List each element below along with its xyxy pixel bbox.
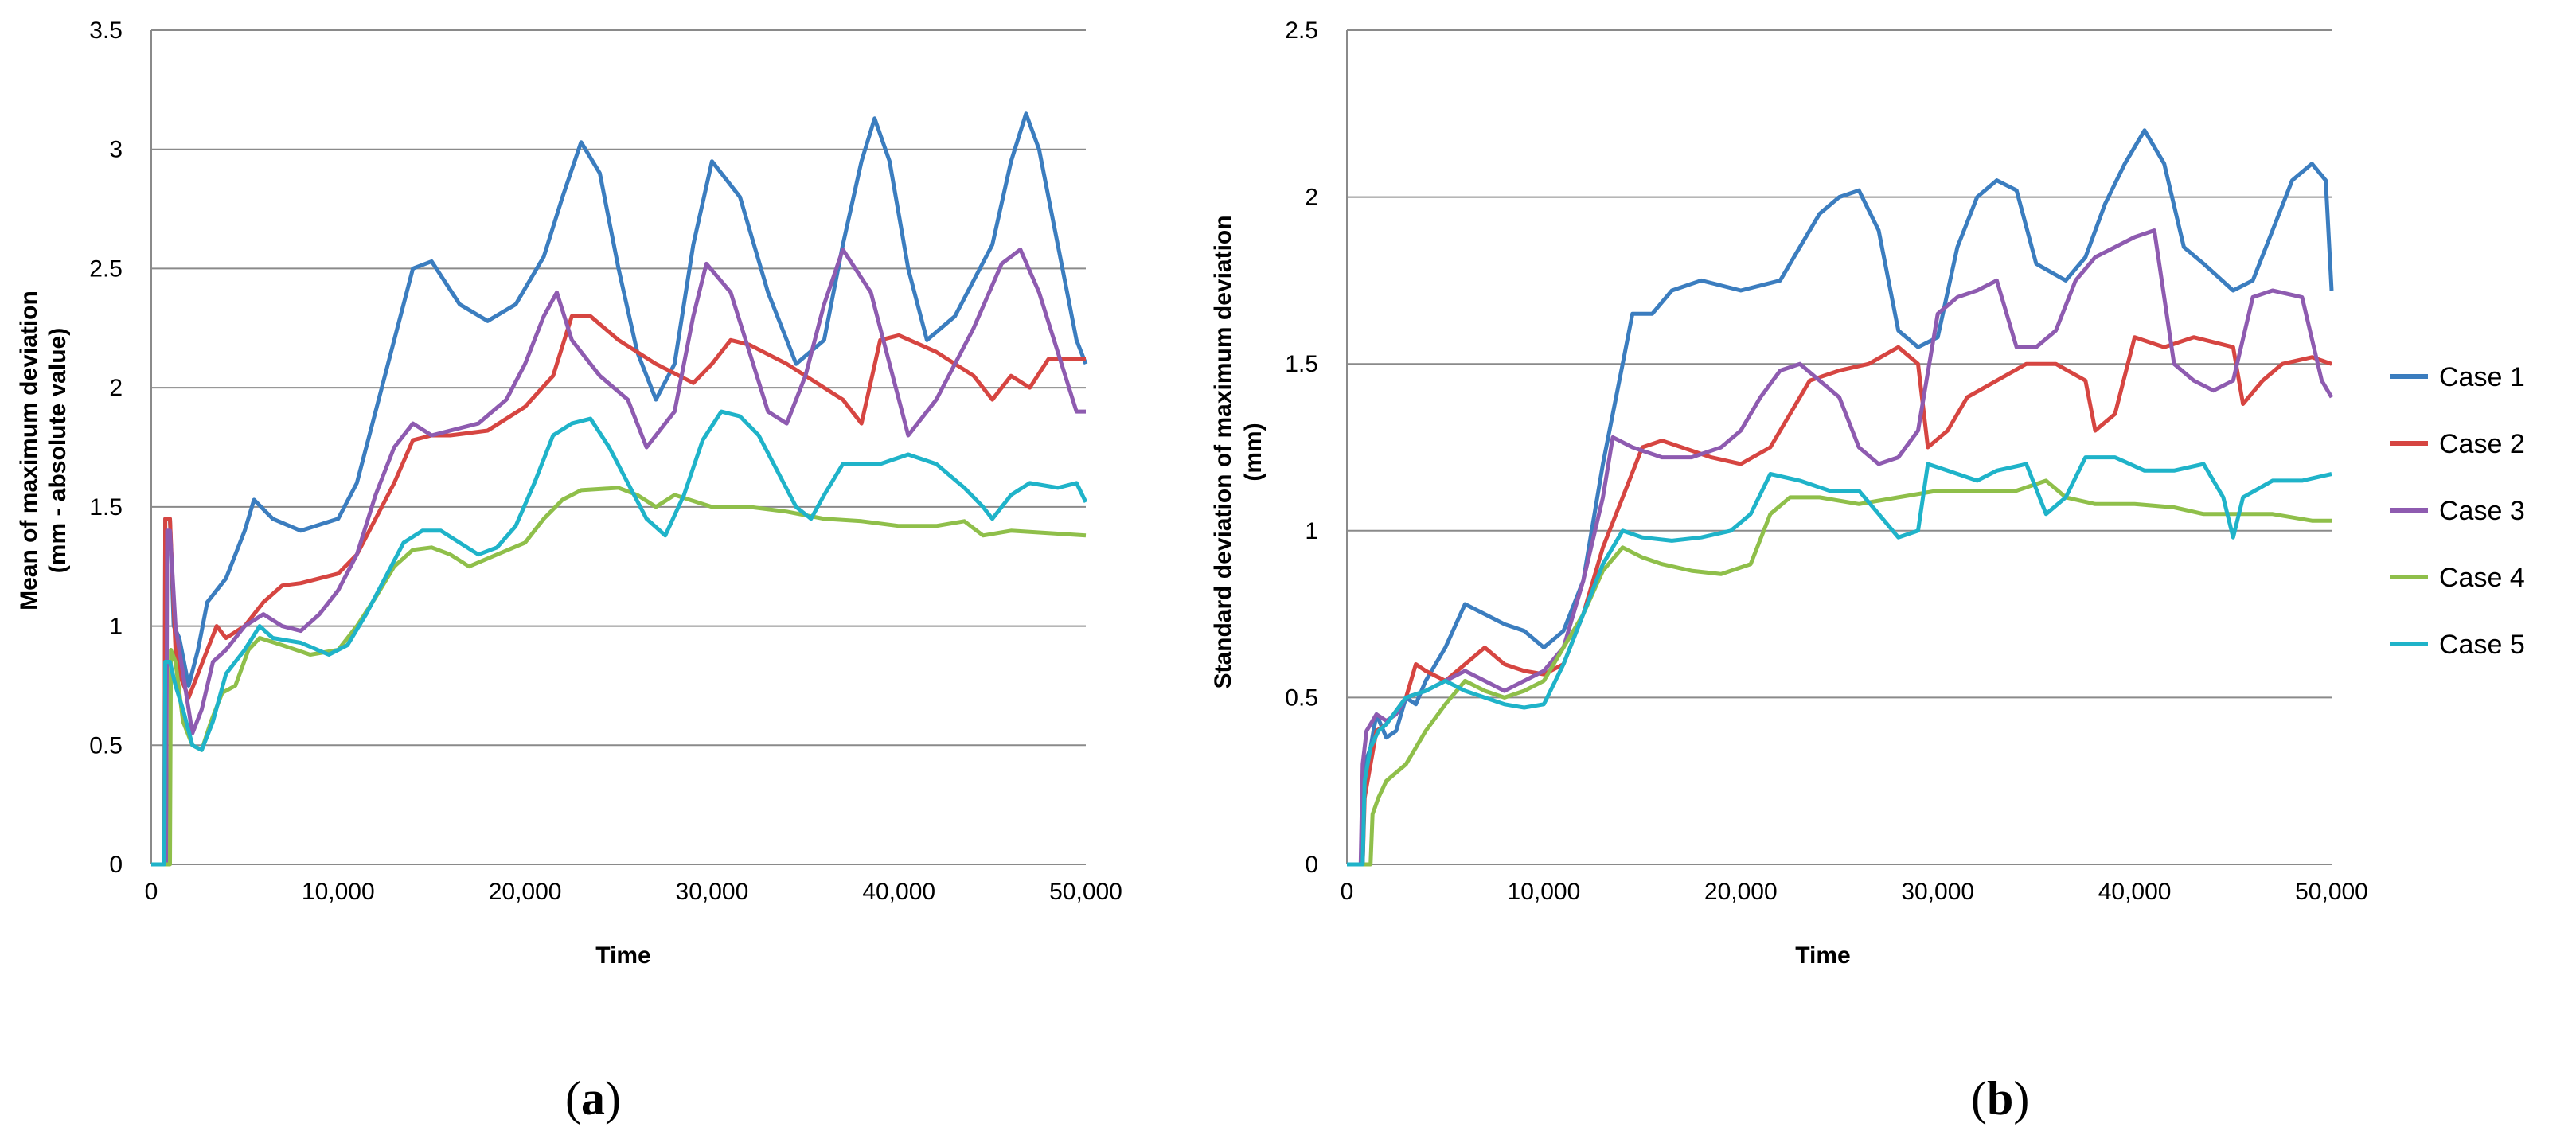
y-tick-label: 0 <box>1305 852 1318 878</box>
y-tick-label: 0.5 <box>1285 685 1318 711</box>
x-tick-label: 20,000 <box>1704 879 1778 905</box>
panel-label-a: (a) <box>565 1072 621 1125</box>
panel-label-b: (b) <box>1971 1072 2029 1125</box>
y-tick-label: 2.5 <box>89 255 123 282</box>
legend-label-case-1: Case 1 <box>2439 362 2525 392</box>
series-line-case-1 <box>151 111 1088 867</box>
y-tick-label: 3 <box>109 137 123 163</box>
x-tick-label: 10,000 <box>302 879 375 905</box>
x-tick-label: 40,000 <box>2098 879 2172 905</box>
y-tick-label: 0 <box>109 852 123 878</box>
chart-panel-b: 0 0.5 1 1.5 2 2.5 0 10,000 20,000 30,000 40,000 50… <box>1210 18 2368 1125</box>
series-line-case-3 <box>151 248 1086 867</box>
x-tick-label: 0 <box>1341 879 1354 905</box>
x-tick-labels-a: 0 10,000 20,000 30,000 40,000 50,000 <box>145 879 1122 905</box>
legend-label-case-4: Case 4 <box>2439 563 2525 593</box>
chart-panel-a: 0 0.5 1 1.5 2 2.5 3 3.5 0 10,000 20,000 30,000 40,0… <box>16 18 1122 1125</box>
x-tick-label: 40,000 <box>862 879 935 905</box>
x-tick-label: 0 <box>145 879 158 905</box>
grid-lines-a <box>150 29 1086 865</box>
y-tick-label: 1.5 <box>89 494 123 521</box>
y-tick-label: 0.5 <box>89 732 123 759</box>
legend: Case 1 Case 2 Case 3 Case 4 Case 5 <box>2390 362 2525 660</box>
panel-label-open-a: ( <box>565 1072 581 1125</box>
series-line-case-4 <box>1347 478 2332 867</box>
y-tick-label: 1 <box>1305 518 1318 544</box>
y-axis-title-b: Standard deviation of maximum deviation <box>1210 215 1236 688</box>
series-line-case-4 <box>151 486 1087 867</box>
y-tick-labels-a: 0 0.5 1 1.5 2 2.5 3 3.5 <box>89 18 123 878</box>
y-tick-labels-b: 0 0.5 1 1.5 2 2.5 <box>1285 18 1318 878</box>
series-group-a <box>151 111 1088 867</box>
y-axis-title-a: Mean of maximum deviation <box>16 291 42 610</box>
legend-label-case-2: Case 2 <box>2439 429 2525 459</box>
panel-label-close-b: ) <box>2013 1072 2029 1125</box>
panel-label-open-b: ( <box>1971 1072 1987 1125</box>
panel-label-close-a: ) <box>605 1072 621 1125</box>
x-tick-label: 20,000 <box>489 879 562 905</box>
series-line-case-2 <box>151 314 1086 867</box>
y-axis-subtitle-a: (mm - absolute value) <box>45 328 71 573</box>
y-tick-label: 2 <box>1305 185 1318 211</box>
x-axis-title-b: Time <box>1795 942 1850 969</box>
panel-label-letter-a: a <box>581 1072 605 1125</box>
legend-label-case-3: Case 3 <box>2439 496 2525 526</box>
series-line-case-3 <box>1347 228 2334 867</box>
series-line-case-5 <box>151 409 1088 867</box>
series-line-case-1 <box>1347 128 2334 867</box>
x-tick-label: 50,000 <box>1049 879 1122 905</box>
x-tick-label: 10,000 <box>1508 879 1581 905</box>
y-axis-subtitle-b: (mm) <box>1240 423 1267 481</box>
y-tick-label: 3.5 <box>89 18 123 44</box>
series-line-case-2 <box>1347 335 2332 867</box>
y-tick-label: 1.5 <box>1285 351 1318 377</box>
x-tick-labels-b: 0 10,000 20,000 30,000 40,000 50,000 <box>1341 879 2368 905</box>
y-tick-label: 2 <box>109 375 123 401</box>
legend-label-case-5: Case 5 <box>2439 630 2525 660</box>
x-tick-label: 30,000 <box>676 879 749 905</box>
panel-label-letter-b: b <box>1987 1072 2013 1125</box>
y-tick-label: 2.5 <box>1285 18 1318 44</box>
x-axis-title-a: Time <box>595 942 650 969</box>
series-line-case-5 <box>1347 455 2332 867</box>
x-tick-label: 30,000 <box>1901 879 1974 905</box>
y-tick-label: 1 <box>109 614 123 640</box>
series-group-b <box>1347 128 2334 867</box>
grid-lines-b <box>1346 29 2332 865</box>
x-tick-label: 50,000 <box>2295 879 2368 905</box>
